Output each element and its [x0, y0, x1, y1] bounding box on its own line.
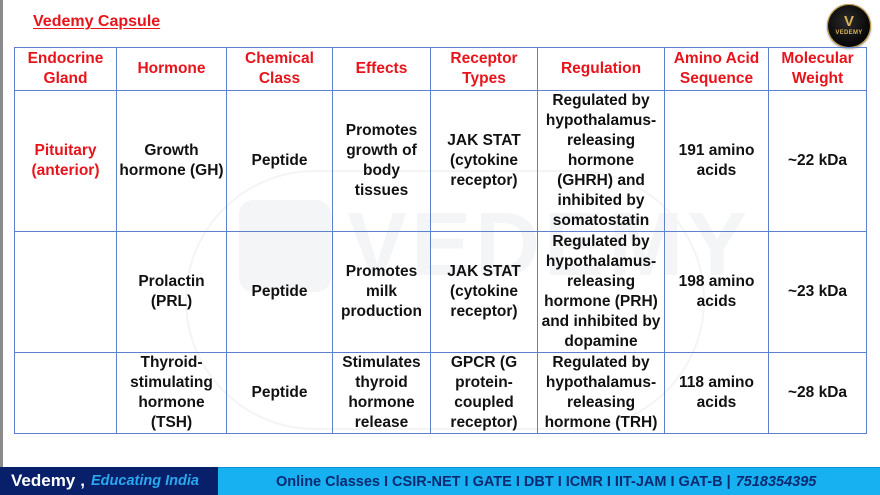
footer-info: Online Classes I CSIR-NET I GATE I DBT I… [218, 467, 880, 495]
column-header-chemical-class: Chemical Class [226, 47, 333, 91]
table-row: Thyroid-stimulating hormone (TSH) Peptid… [14, 352, 867, 434]
footer-brand: Vedemy , Educating India [0, 467, 218, 495]
cell-effects: Promotes milk production [332, 231, 431, 353]
cell-molecular-weight: ~28 kDa [768, 352, 867, 434]
cell-receptor: JAK STAT (cytokine receptor) [430, 90, 538, 232]
footer-brand-name: Vedemy [11, 471, 76, 490]
cell-hormone: Prolactin (PRL) [116, 231, 227, 353]
cell-chemical-class: Peptide [226, 90, 333, 232]
cell-receptor: GPCR (G protein-coupled receptor) [430, 352, 538, 434]
slide-left-edge [0, 0, 3, 467]
footer-comma: , [80, 471, 85, 490]
cell-effects: Stimulates thyroid hormone release [332, 352, 431, 434]
cell-amino-acids: 118 amino acids [664, 352, 769, 434]
cell-gland: Pituitary (anterior) [14, 90, 117, 232]
cell-regulation: Regulated by hypothalamus-releasing horm… [537, 352, 665, 434]
column-header-amino-acid-sequence: Amino Acid Sequence [664, 47, 769, 91]
logo-text: VEDEMY [835, 30, 863, 36]
footer-phone: 7518354395 [735, 473, 817, 490]
cell-amino-acids: 191 amino acids [664, 90, 769, 232]
cell-chemical-class: Peptide [226, 352, 333, 434]
column-header-molecular-weight: Molecular Weight [768, 47, 867, 91]
cell-molecular-weight: ~22 kDa [768, 90, 867, 232]
logo-glyph: V [843, 13, 854, 30]
cell-regulation: Regulated by hypothalamus-releasing horm… [537, 90, 665, 232]
column-header-effects: Effects [332, 47, 431, 91]
footer-banner: Vedemy , Educating India Online Classes … [0, 467, 880, 495]
cell-hormone: Thyroid-stimulating hormone (TSH) [116, 352, 227, 434]
cell-molecular-weight: ~23 kDa [768, 231, 867, 353]
table-header-row: Endocrine Gland Hormone Chemical Class E… [14, 47, 867, 91]
column-header-hormone: Hormone [116, 47, 227, 91]
table-row: Pituitary (anterior) Growth hormone (GH)… [14, 90, 867, 232]
cell-hormone: Growth hormone (GH) [116, 90, 227, 232]
table-row: Prolactin (PRL) Peptide Promotes milk pr… [14, 231, 867, 353]
page-title: Vedemy Capsule [33, 13, 161, 30]
cell-gland [14, 352, 117, 434]
column-header-regulation: Regulation [537, 47, 665, 91]
cell-chemical-class: Peptide [226, 231, 333, 353]
hormone-table: Endocrine Gland Hormone Chemical Class E… [14, 47, 867, 434]
cell-receptor: JAK STAT (cytokine receptor) [430, 231, 538, 353]
cell-amino-acids: 198 amino acids [664, 231, 769, 353]
cell-effects: Promotes growth of body tissues [332, 90, 431, 232]
footer-courses: Online Classes I CSIR-NET I GATE I DBT I… [276, 473, 731, 490]
vedemy-logo-icon: V VEDEMY [827, 4, 871, 48]
column-header-receptor-types: Receptor Types [430, 47, 538, 91]
footer-tagline: Educating India [91, 473, 199, 489]
cell-regulation: Regulated by hypothalamus-releasing horm… [537, 231, 665, 353]
cell-gland [14, 231, 117, 353]
column-header-gland: Endocrine Gland [14, 47, 117, 91]
